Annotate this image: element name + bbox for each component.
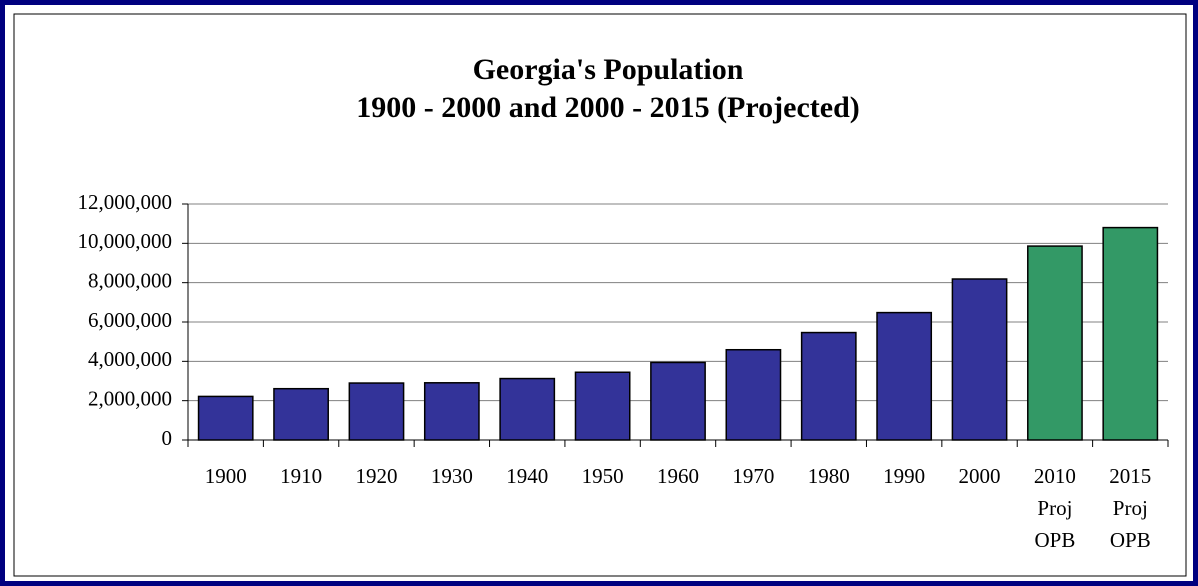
bar: [499, 377, 556, 441]
bar: [650, 361, 706, 441]
chart-subtitle: 1900 - 2000 and 2000 - 2015 (Projected): [356, 91, 860, 124]
bar: [1102, 226, 1159, 441]
y-tick-label: 8,000,000: [88, 268, 172, 292]
x-tick-label: 1950: [581, 464, 624, 488]
x-tick-label: 2000: [958, 464, 1001, 488]
bar: [800, 331, 857, 441]
chart: Georgia's Population 1900 - 2000 and 200…: [13, 13, 1187, 577]
bar: [348, 382, 405, 441]
chart-title: Georgia's Population: [473, 53, 744, 86]
bar: [197, 395, 254, 441]
x-tick-label: 2010 Proj OPB: [1033, 464, 1076, 552]
x-tick-label: 1910: [280, 464, 323, 488]
y-tick-label: 10,000,000: [78, 229, 173, 253]
y-tick-label: 12,000,000: [78, 190, 173, 214]
bar: [876, 311, 933, 441]
y-tick-label: 4,000,000: [88, 347, 172, 371]
x-tick-label: 1930: [430, 464, 473, 488]
x-tick-label: 1920: [355, 464, 398, 488]
x-tick-label: 1940: [506, 464, 549, 488]
x-tick-label: 1990: [883, 464, 926, 488]
y-tick-label: 6,000,000: [88, 308, 172, 332]
x-tick-label: 1960: [657, 464, 699, 488]
bar: [574, 371, 631, 441]
bar: [1027, 245, 1083, 441]
bar: [951, 278, 1008, 441]
bar: [423, 382, 480, 441]
y-tick-label: 0: [162, 426, 173, 450]
x-tick-label: 2015 Proj OPB: [1109, 464, 1152, 552]
y-tick-label: 2,000,000: [88, 386, 172, 410]
x-tick-label: 1900: [204, 464, 247, 488]
x-tick-label: 1980: [807, 464, 850, 488]
chart-frame: [13, 13, 1187, 577]
bar: [725, 348, 782, 441]
bar: [273, 387, 329, 441]
x-tick-label: 1970: [732, 464, 775, 488]
